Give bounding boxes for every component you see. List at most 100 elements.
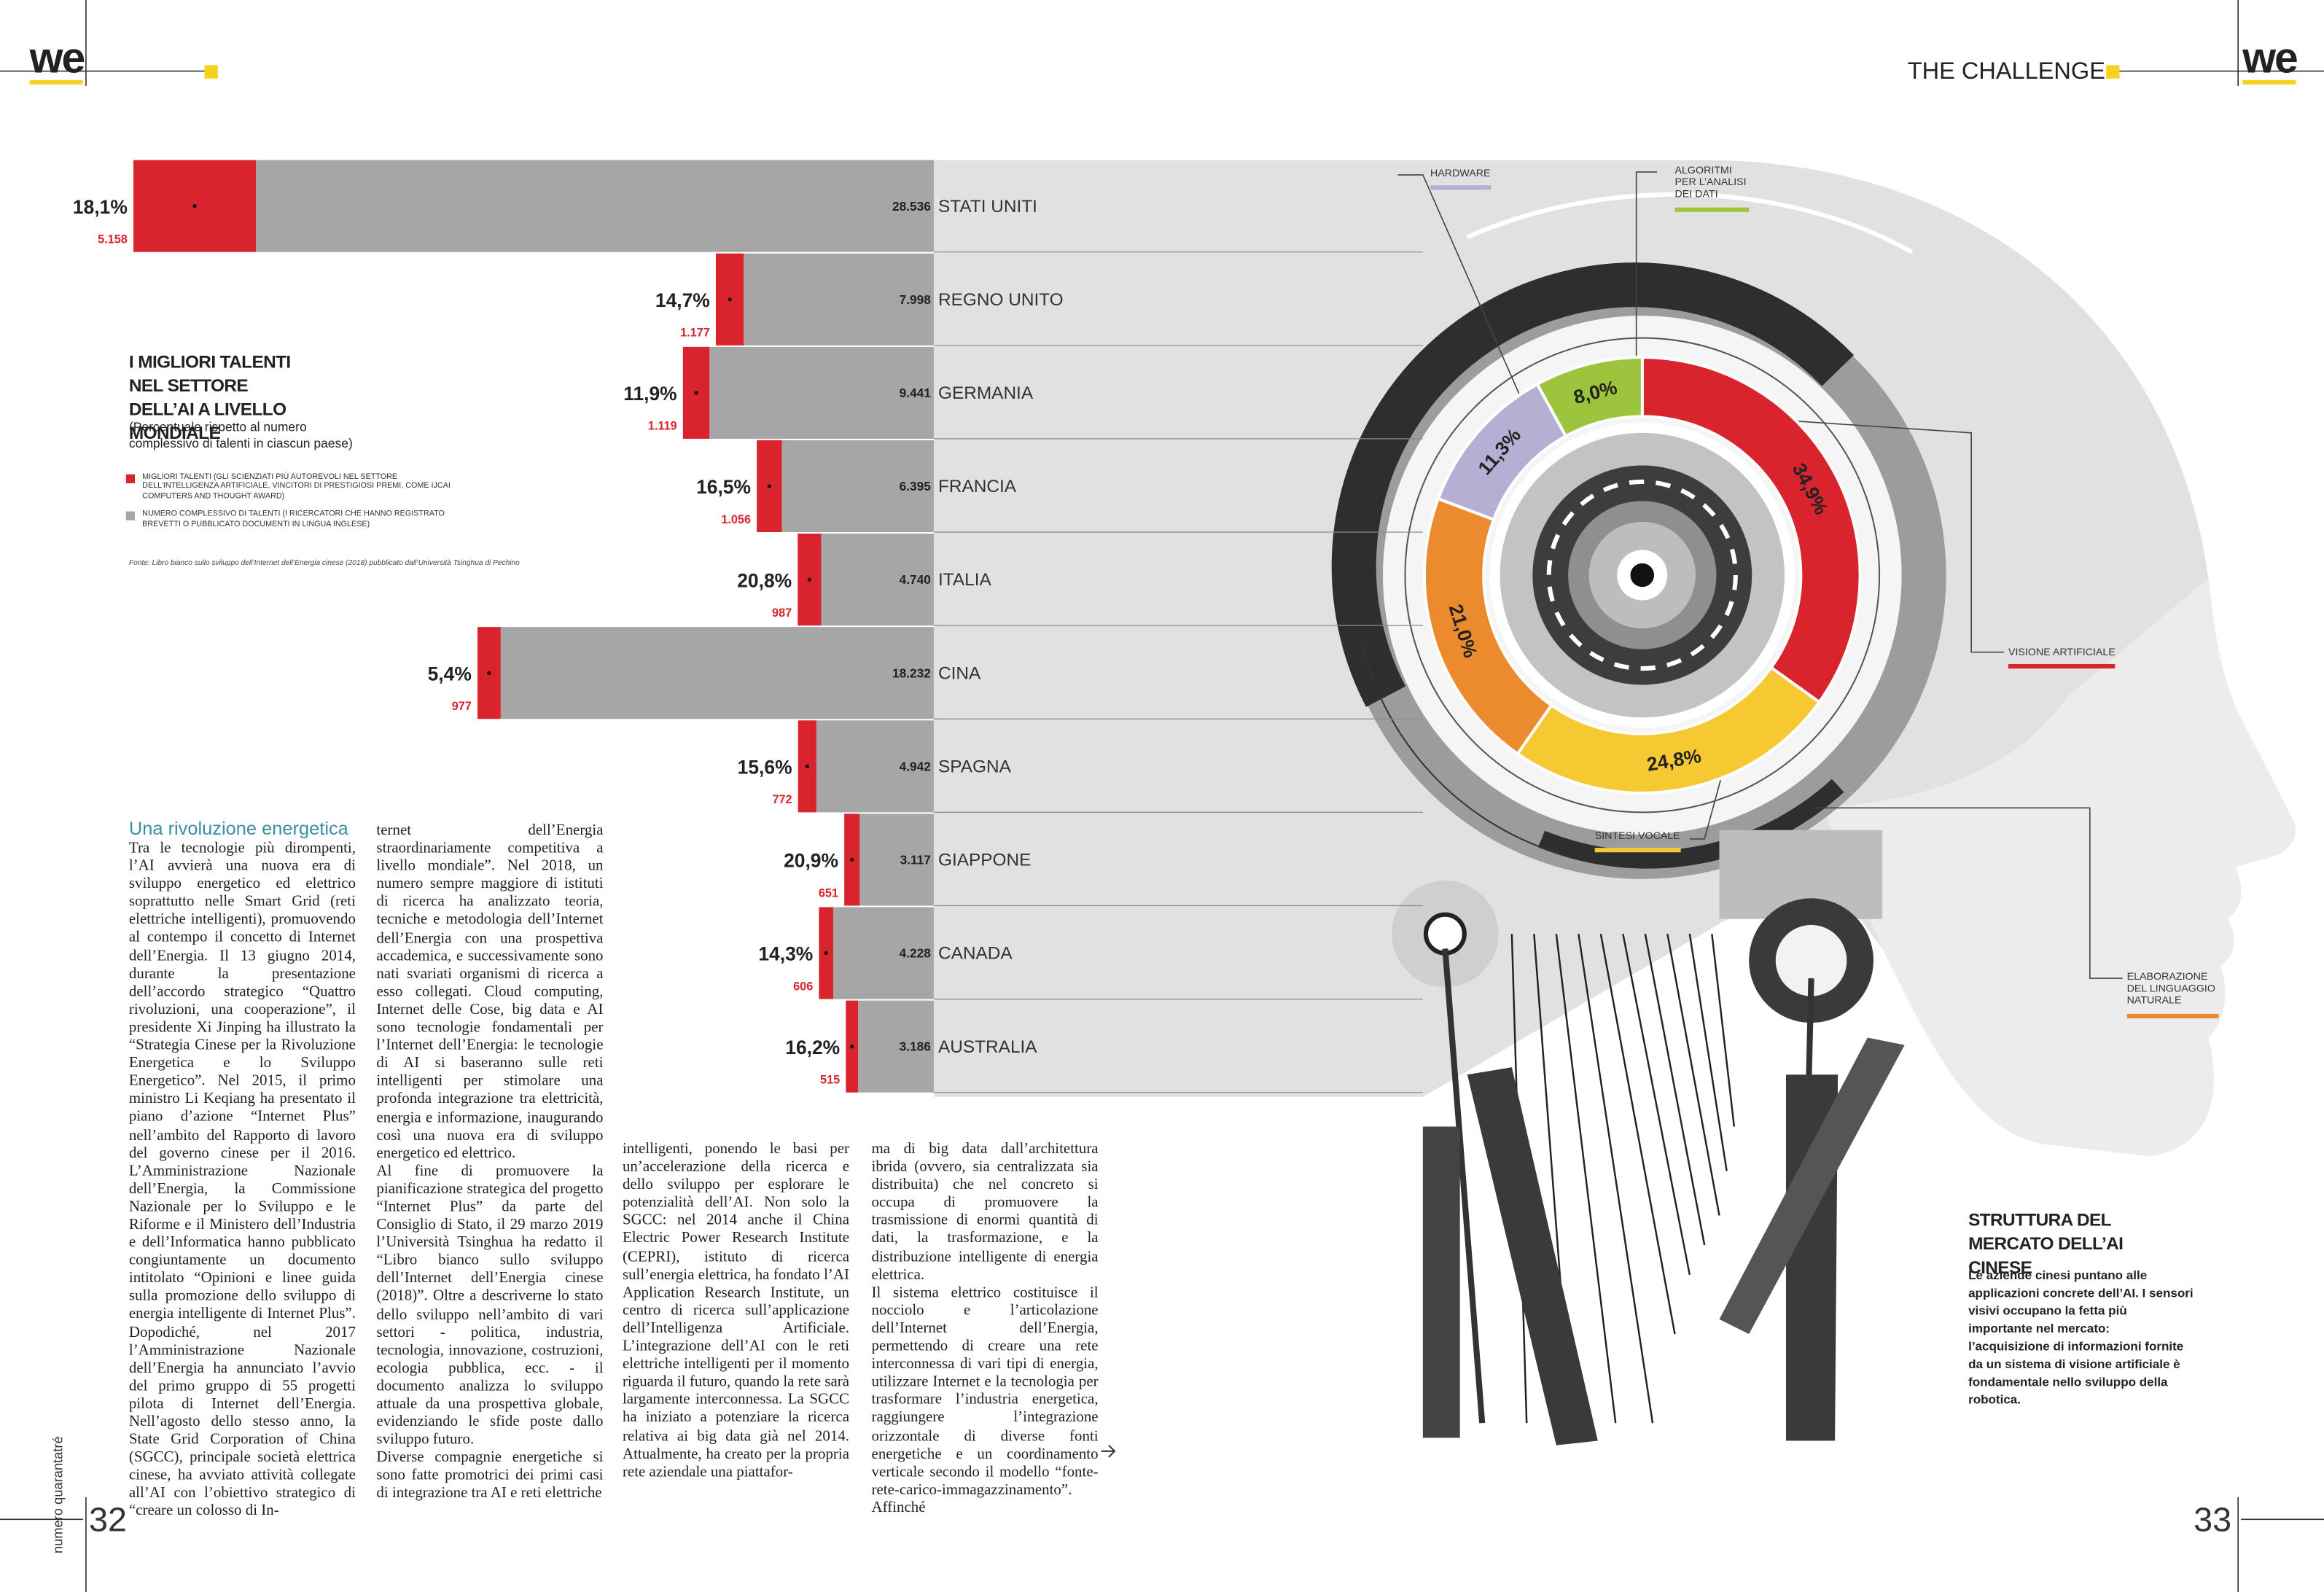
bar [781, 440, 934, 533]
share-label: 14,3% [758, 943, 813, 965]
legend-entry: SINTESI VOCALE [1594, 832, 1680, 853]
category-label: AUSTRALIA [938, 1037, 1037, 1057]
total-label: 7.998 [900, 292, 932, 307]
article-heading: Una rivoluzione energetica [128, 818, 348, 839]
article-column: ternet dell’Energia straordinariamente c… [376, 823, 603, 1505]
legend-label: MIGLIORI TALENTI (GLI SCIENZIATI PIÙ AUT… [142, 472, 451, 501]
article-column: ma di big data dall’architettura ibrida … [872, 1142, 1099, 1518]
bar-dot [850, 1045, 854, 1049]
section-title: THE CHALLENGE [1907, 59, 2105, 85]
logo-underline [29, 79, 83, 85]
category-label: STATI UNITI [938, 197, 1037, 216]
legend-entry: ALGORITMI PER L’ANALISI DEI DATI [1674, 166, 1750, 211]
bar-dot [824, 951, 828, 956]
legend-entry: ELABORAZIONE DEL LINGUAGGIO NATURALE [2126, 972, 2219, 1018]
share-label: 20,8% [737, 569, 792, 591]
total-label: 3.117 [900, 853, 931, 867]
article-column: intelligenti, ponendo le basi per un’acc… [623, 1142, 849, 1482]
bar-dot [805, 764, 809, 768]
disc-dash [1546, 479, 1738, 671]
total-label: 9.441 [900, 386, 932, 400]
legend-swatch [125, 512, 136, 521]
bar-dot [728, 297, 732, 302]
logo: we [29, 35, 86, 83]
top-talent-label: 1.177 [680, 327, 710, 340]
bar-dot [192, 204, 197, 208]
bar [821, 534, 934, 626]
bar [859, 813, 934, 906]
legend: MIGLIORI TALENTI (GLI SCIENZIATI PIÙ AUT… [125, 472, 452, 539]
category-label: FRANCIA [938, 477, 1017, 496]
continue-arrow [1101, 1444, 1116, 1458]
category-label: CINA [938, 663, 981, 683]
top-talent-label: 651 [819, 886, 838, 900]
total-label: 28.536 [892, 199, 931, 214]
bar-dot [487, 671, 491, 675]
bar [256, 160, 934, 252]
share-label: 16,2% [785, 1037, 840, 1058]
chart-title: STRUTTURA DEL MERCATO DELL’AI CINESE [1968, 1209, 2124, 1278]
bar [816, 720, 934, 813]
top-talent-label: 5.158 [98, 233, 128, 246]
legend-entry: HARDWARE [1430, 169, 1491, 190]
category-label: SPAGNA [938, 757, 1012, 776]
share-label: 20,9% [784, 850, 838, 872]
total-label: 4.740 [900, 572, 931, 587]
legend-label: NUMERO COMPLESSIVO DI TALENTI (I RICERCA… [142, 510, 445, 529]
top-talent-label: 1.119 [648, 420, 677, 433]
share-label: 11,9% [623, 383, 676, 405]
paragraph: Il sistema elettrico costituisce il nocc… [871, 1284, 1099, 1517]
bar [744, 253, 934, 346]
paragraph: ternet dell’Energia straordinariamente c… [376, 822, 604, 1162]
share-label: 15,6% [738, 756, 792, 778]
top-talent-label: 977 [452, 700, 472, 713]
top-talent-label: 1.056 [721, 513, 751, 526]
pie-slice [1640, 356, 1862, 705]
top-talent-label: 606 [793, 980, 813, 993]
bar [709, 346, 934, 439]
top-talent-label: 987 [772, 606, 792, 620]
legend-entry: MIGLIORI TALENTI (GLI SCIENZIATI PIÙ AUT… [125, 472, 452, 502]
pie-slice [1535, 356, 1644, 439]
legend-swatch [125, 474, 136, 483]
issue: numero quarantatré [50, 1436, 66, 1554]
share-label: 18,1% [73, 196, 128, 218]
paragraph: Diverse compagnie energetiche si sono fa… [376, 1450, 604, 1502]
share-label: 5,4% [428, 663, 472, 684]
logo: we [2242, 35, 2298, 83]
category-label: REGNO UNITO [938, 290, 1064, 310]
chart-subtitle: (Percentuale rispetto al numero compless… [128, 419, 353, 451]
page-number: 32 [88, 1499, 128, 1539]
total-label: 4.942 [900, 759, 931, 773]
legend-entry: VISIONE ARTIFICIALE [2008, 648, 2116, 669]
top-talent-label: 772 [772, 793, 792, 806]
yellow-square [204, 65, 218, 79]
total-label: 6.395 [900, 479, 932, 493]
legend-entry: NUMERO COMPLESSIVO DI TALENTI (I RICERCA… [125, 510, 452, 529]
bar-dot [767, 484, 771, 488]
pie-slice [1515, 665, 1822, 795]
disc [1630, 563, 1655, 588]
category-label: CANADA [938, 944, 1013, 964]
paragraph: ma di big data dall’architettura ibrida … [871, 1141, 1099, 1284]
share-label: 14,7% [655, 289, 710, 311]
chart-source: Fonte: Libro bianco sullo sviluppo dell’… [128, 558, 520, 568]
bar [833, 907, 934, 999]
category-label: GERMANIA [938, 383, 1034, 403]
logo-underline [2242, 79, 2296, 85]
total-label: 3.186 [900, 1039, 931, 1054]
bar-dot [807, 577, 812, 582]
article-column: Tra le tecnologie più dirompenti, l’AI a… [129, 840, 356, 1522]
share-label: 16,5% [696, 476, 751, 498]
bar-dot [850, 857, 854, 862]
bar [858, 1000, 934, 1093]
bar [500, 627, 934, 719]
top-talent-label: 515 [820, 1073, 840, 1086]
page-number: 33 [2194, 1499, 2232, 1539]
bar-dot [694, 391, 698, 395]
yellow-square [2106, 65, 2120, 79]
paragraph: intelligenti, ponendo le basi per un’acc… [622, 1141, 850, 1480]
